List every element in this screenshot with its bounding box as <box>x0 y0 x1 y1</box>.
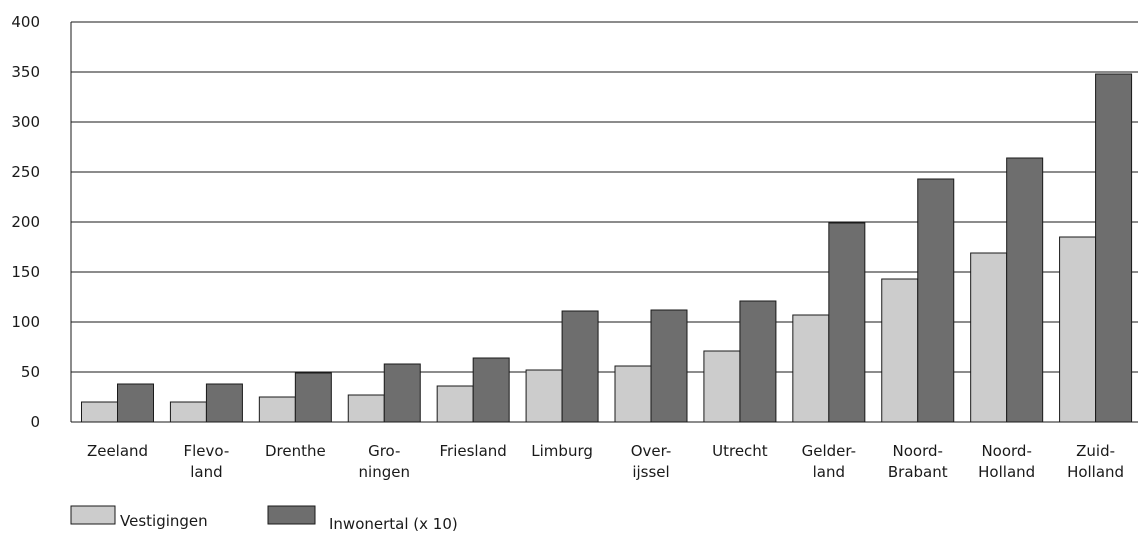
bar-inwonertal-8 <box>828 222 866 423</box>
y-tick-label-300: 300 <box>11 113 40 131</box>
x-axis-category-labels: Zeeland Flevo-land Drenthe Gro-ningen Friesl… <box>87 442 1124 481</box>
bar-inwonertal-7 <box>739 300 777 423</box>
x-category-label-0: Zeeland <box>87 442 148 460</box>
axes <box>70 22 1138 423</box>
bar-inwonertal-0 <box>117 383 154 423</box>
bar-inwonertal-10 <box>1006 157 1044 423</box>
bar-vestigingen-2 <box>258 396 296 423</box>
bar-inwonertal-6 <box>650 309 688 423</box>
legend-swatch-inwonertal <box>267 505 316 525</box>
y-tick-label-200: 200 <box>11 213 40 231</box>
bar-inwonertal-9 <box>917 178 955 423</box>
bar-vestigingen-4 <box>436 385 474 423</box>
y-tick-label-0: 0 <box>30 413 40 431</box>
x-category-label-3: Gro-ningen <box>359 442 410 481</box>
y-tick-label-350: 350 <box>11 63 40 81</box>
bar-vestigingen-5 <box>525 369 563 423</box>
bar-inwonertal-2 <box>294 372 332 423</box>
bar-vestigingen-10 <box>970 252 1008 423</box>
bars <box>81 73 1133 423</box>
y-axis-tick-labels: 0 50 100 150 200 250 300 350 400 <box>11 13 40 431</box>
bar-inwonertal-5 <box>561 310 599 423</box>
bar-inwonertal-4 <box>472 357 510 423</box>
bar-vestigingen-11 <box>1059 236 1097 423</box>
bar-vestigingen-7 <box>703 350 741 423</box>
legend-label-inwonertal: Inwonertal (x 10) <box>329 515 458 533</box>
y-tick-label-150: 150 <box>11 263 40 281</box>
bar-inwonertal-3 <box>383 363 421 423</box>
x-category-label-11: Zuid-Holland <box>1067 442 1124 481</box>
x-category-label-8: Gelder-land <box>802 442 856 481</box>
x-category-label-9: Noord-Brabant <box>888 442 948 481</box>
legend-swatch-vestigingen <box>70 505 116 525</box>
y-tick-label-50: 50 <box>21 363 40 381</box>
bar-vestigingen-8 <box>792 314 830 423</box>
legend: Vestigingen Inwonertal (x 10) <box>70 505 458 533</box>
bar-vestigingen-0 <box>81 401 118 423</box>
x-category-label-4: Friesland <box>440 442 507 460</box>
legend-label-vestigingen: Vestigingen <box>120 512 208 530</box>
x-category-label-2: Drenthe <box>265 442 326 460</box>
y-tick-label-100: 100 <box>11 313 40 331</box>
y-tick-label-250: 250 <box>11 163 40 181</box>
x-category-label-1: Flevo-land <box>184 442 230 481</box>
x-category-label-5: Limburg <box>531 442 593 460</box>
gridlines <box>71 21 1138 373</box>
bar-vestigingen-1 <box>169 401 207 423</box>
bar-inwonertal-1 <box>205 383 243 423</box>
x-category-label-7: Utrecht <box>712 442 768 460</box>
x-category-label-10: Noord-Holland <box>978 442 1035 481</box>
bar-vestigingen-9 <box>881 278 919 423</box>
x-category-label-6: Over-ijssel <box>631 442 672 481</box>
bar-inwonertal-11 <box>1095 73 1133 423</box>
bar-vestigingen-6 <box>614 365 652 423</box>
bar-vestigingen-3 <box>347 394 385 423</box>
y-tick-label-400: 400 <box>11 13 40 31</box>
